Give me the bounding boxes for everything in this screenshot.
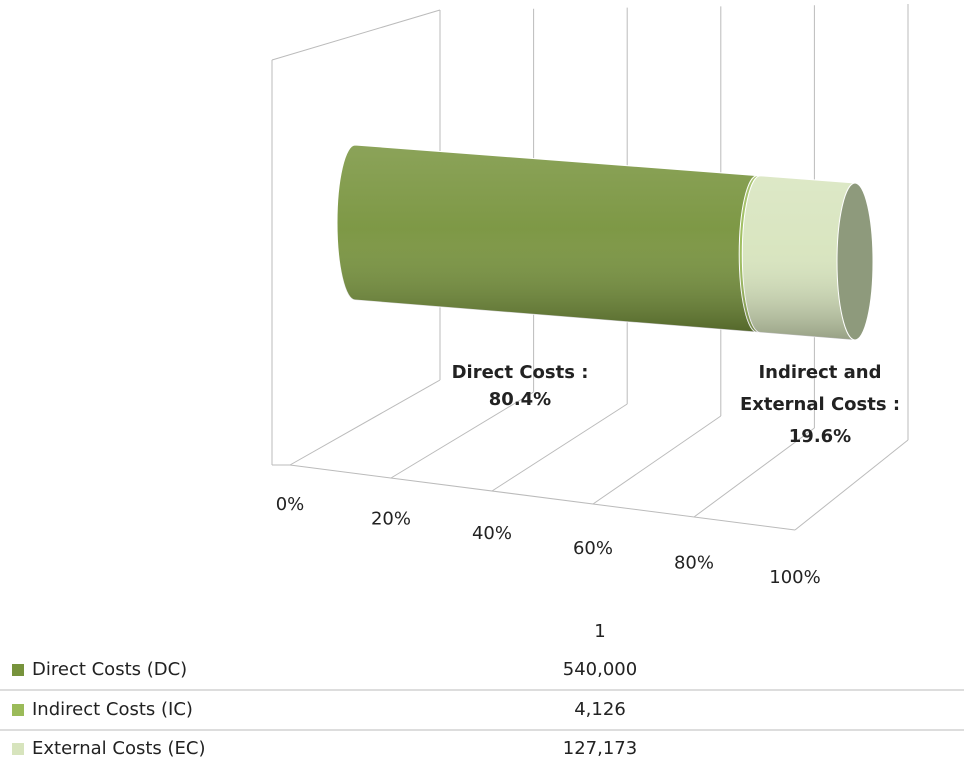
grid-line (693, 427, 815, 518)
data-label: 19.6% (789, 426, 851, 447)
grid-line (390, 391, 534, 479)
bar-cap (836, 182, 874, 341)
data-label: Direct Costs : (452, 362, 589, 383)
floor-edge (289, 464, 796, 531)
table-value: 127,173 (563, 738, 637, 759)
x-tick-label: 80% (674, 552, 714, 573)
x-tick-label: 20% (371, 509, 411, 530)
x-tick-label: 0% (276, 494, 305, 515)
x-tick-label: 40% (472, 523, 512, 544)
legend-label: Indirect Costs (IC) (32, 699, 193, 720)
x-tick-label: 60% (573, 538, 613, 559)
data-label: External Costs : (740, 394, 900, 415)
data-label: Indirect and (758, 362, 881, 383)
legend-label: External Costs (EC) (32, 738, 206, 759)
grid-line (289, 379, 441, 466)
grid-line (794, 439, 909, 531)
table-value: 540,000 (563, 659, 637, 680)
legend-swatch (12, 664, 24, 676)
data-label: 80.4% (489, 389, 551, 410)
table-header: 1 (594, 621, 605, 642)
grid-line (592, 415, 722, 505)
bar-shade (337, 145, 776, 333)
wall-edge (271, 9, 441, 61)
x-tick-label: 100% (769, 567, 820, 588)
grid-line (491, 403, 628, 492)
legend-label: Direct Costs (DC) (32, 659, 187, 680)
table-value: 4,126 (574, 699, 626, 720)
legend-swatch (12, 704, 24, 716)
legend-swatch (12, 743, 24, 755)
